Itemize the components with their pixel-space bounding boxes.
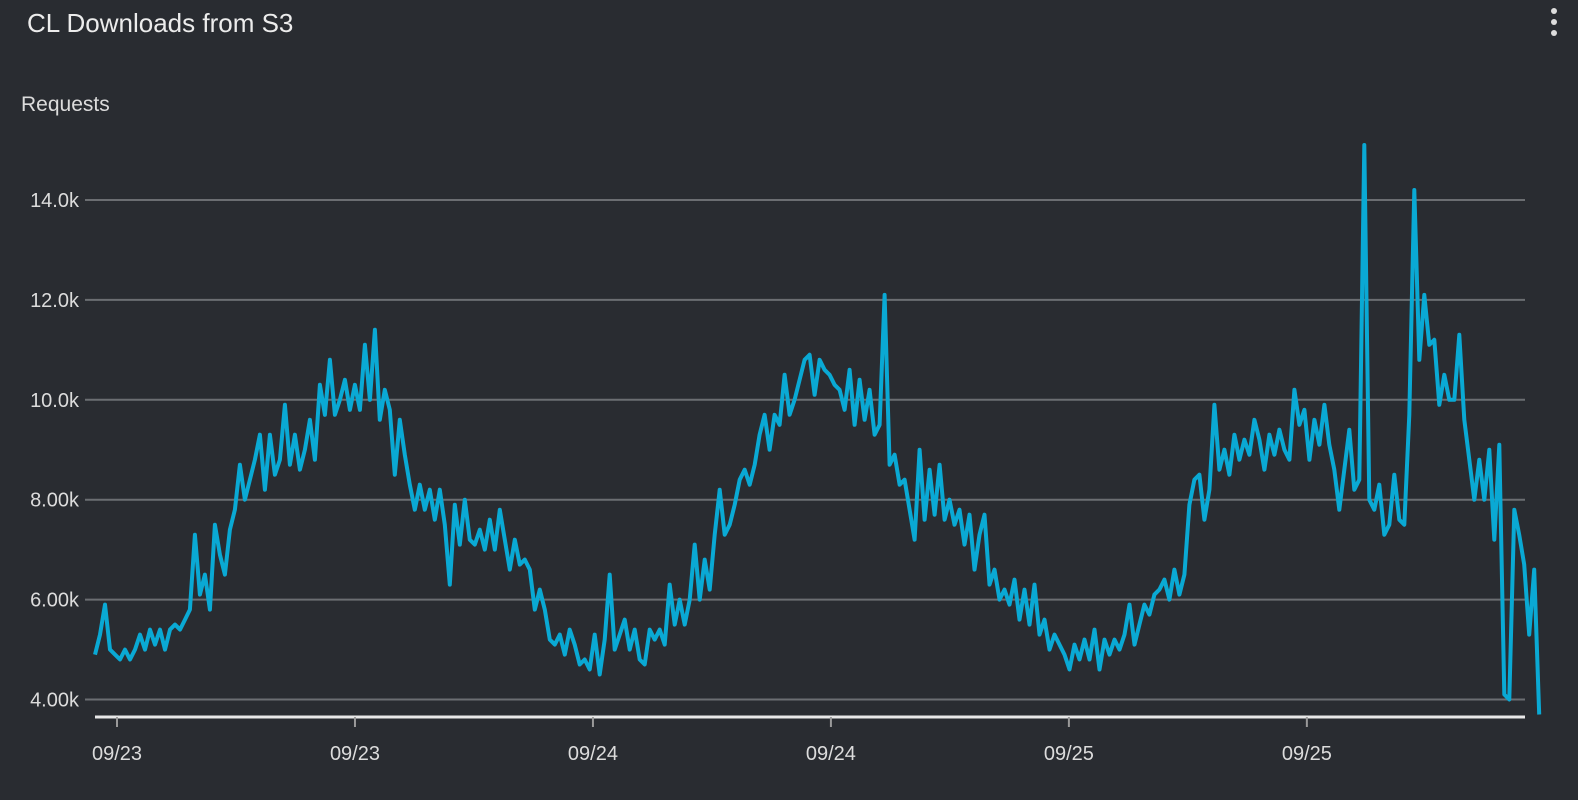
x-tick-label: 09/25 [1282,743,1332,765]
kebab-menu-icon[interactable] [1546,8,1562,42]
y-axis-label: Requests [21,93,110,116]
chart-title: CL Downloads from S3 [27,8,294,38]
x-tick-label: 09/25 [1044,743,1094,765]
x-tick-label: 09/24 [568,743,618,765]
y-tick-label: 4.00k [30,690,80,712]
y-tick-label: 14.0k [30,190,80,212]
series-line-requests [93,143,1542,715]
y-tick-label: 12.0k [30,290,80,312]
y-tick-label: 10.0k [30,390,80,412]
x-tick-label: 09/23 [330,743,380,765]
y-tick-label: 8.00k [30,490,80,512]
y-tick-label: 6.00k [30,590,80,612]
x-tick-label: 09/23 [92,743,142,765]
x-tick-label: 09/24 [806,743,856,765]
